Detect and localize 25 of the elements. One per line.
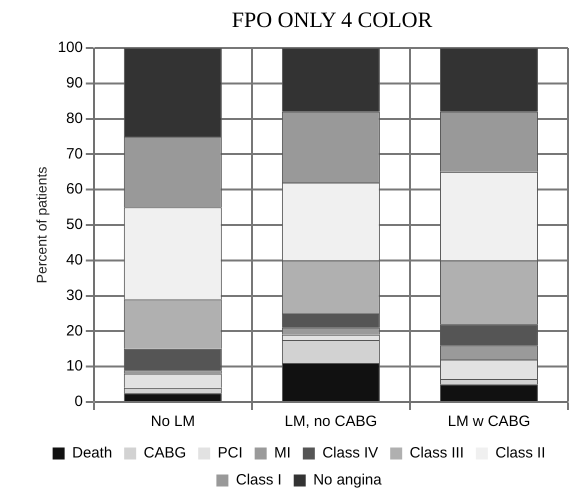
x-tick-label: No LM	[150, 413, 195, 430]
y-tick-label: 100	[58, 39, 83, 56]
legend-label: Class IV	[322, 444, 378, 462]
y-tick-label: 0	[74, 393, 83, 410]
legend-label: No angina	[313, 472, 382, 489]
legend-label: Class III	[410, 444, 464, 462]
y-tick-label: 40	[66, 252, 83, 269]
legend-label: Class I	[236, 472, 282, 489]
x-tick-label: LM w CABG	[448, 413, 530, 430]
legend-label: MI	[274, 444, 291, 462]
y-tick-label: 90	[66, 74, 83, 92]
legend-label: Death	[72, 444, 112, 462]
x-tick-label: LM, no CABG	[284, 413, 378, 430]
y-tick-label: 30	[66, 286, 83, 304]
y-tick-label: 50	[66, 216, 83, 234]
y-axis-title: Percent of patients	[33, 166, 50, 284]
legend-label: CABG	[144, 444, 186, 462]
y-tick-label: 80	[66, 110, 83, 127]
chart-title: FPO ONLY 4 COLOR	[230, 6, 434, 34]
legend-label: Class II	[495, 444, 546, 462]
y-tick-label: 70	[66, 145, 83, 162]
legend-label: PCI	[218, 444, 243, 462]
y-tick-label: 10	[66, 358, 83, 375]
y-tick-label: 60	[66, 180, 83, 198]
y-tick-label: 20	[66, 322, 83, 340]
